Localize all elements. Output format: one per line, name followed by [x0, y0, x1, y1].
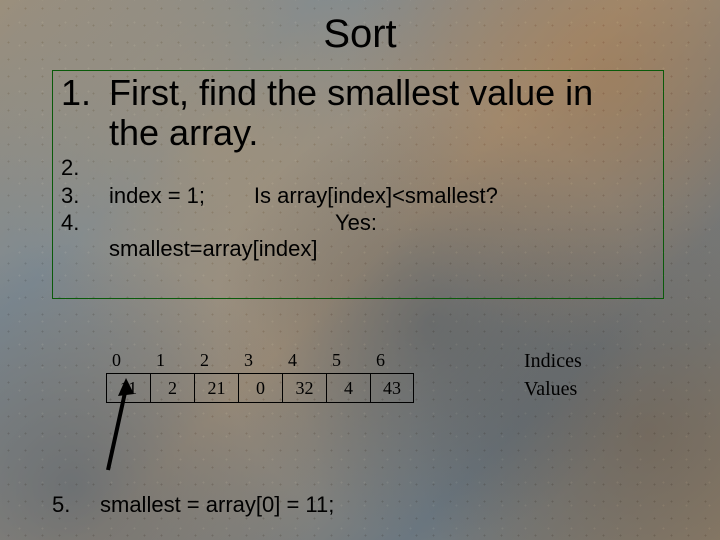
content-box: 1.First, find the smallest value in the …: [52, 70, 664, 299]
step-5-number: 5.: [52, 492, 100, 518]
step-1-number: 1.: [61, 73, 109, 113]
array-indices-row: 0 1 2 3 4 5 6: [106, 350, 414, 371]
array-index: 1: [150, 350, 194, 371]
array-cell: 2: [150, 373, 194, 403]
step-3: 3. index = 1; Is array[index]<smallest?: [61, 182, 655, 210]
assignment-line: smallest=array[index]: [109, 235, 655, 263]
step-1-text: First, find the smallest value in the ar…: [109, 73, 649, 152]
step-3-left: index = 1;: [109, 183, 205, 208]
array-index: 0: [106, 350, 150, 371]
array-cell: 43: [370, 373, 414, 403]
array-index: 6: [370, 350, 414, 371]
step-4: 4. Yes:: [61, 209, 655, 237]
array-cell: 32: [282, 373, 326, 403]
step-5: 5.smallest = array[0] = 11;: [52, 492, 334, 518]
slide: Sort 1.First, find the smallest value in…: [0, 0, 720, 540]
step-3-right: Is array[index]<smallest?: [254, 183, 498, 208]
array-index: 4: [282, 350, 326, 371]
array-cell: 11: [106, 373, 150, 403]
array-index: 2: [194, 350, 238, 371]
step-2: 2.: [61, 154, 655, 182]
indices-label: Indices: [524, 350, 582, 373]
step-4-right: Yes:: [335, 210, 377, 235]
array-diagram: 0 1 2 3 4 5 6 11 2 21 0 32 4 43: [106, 350, 414, 403]
values-label: Values: [524, 378, 577, 401]
step-4-number: 4.: [61, 209, 109, 237]
array-values-row: 11 2 21 0 32 4 43: [106, 373, 414, 403]
array-cell: 4: [326, 373, 370, 403]
array-cell: 21: [194, 373, 238, 403]
slide-title: Sort: [0, 12, 720, 57]
step-3-number: 3.: [61, 182, 109, 210]
array-index: 5: [326, 350, 370, 371]
step-2-number: 2.: [61, 154, 109, 182]
step-1: 1.First, find the smallest value in the …: [61, 73, 655, 152]
array-cell: 0: [238, 373, 282, 403]
step-5-text: smallest = array[0] = 11;: [100, 492, 334, 517]
array-index: 3: [238, 350, 282, 371]
